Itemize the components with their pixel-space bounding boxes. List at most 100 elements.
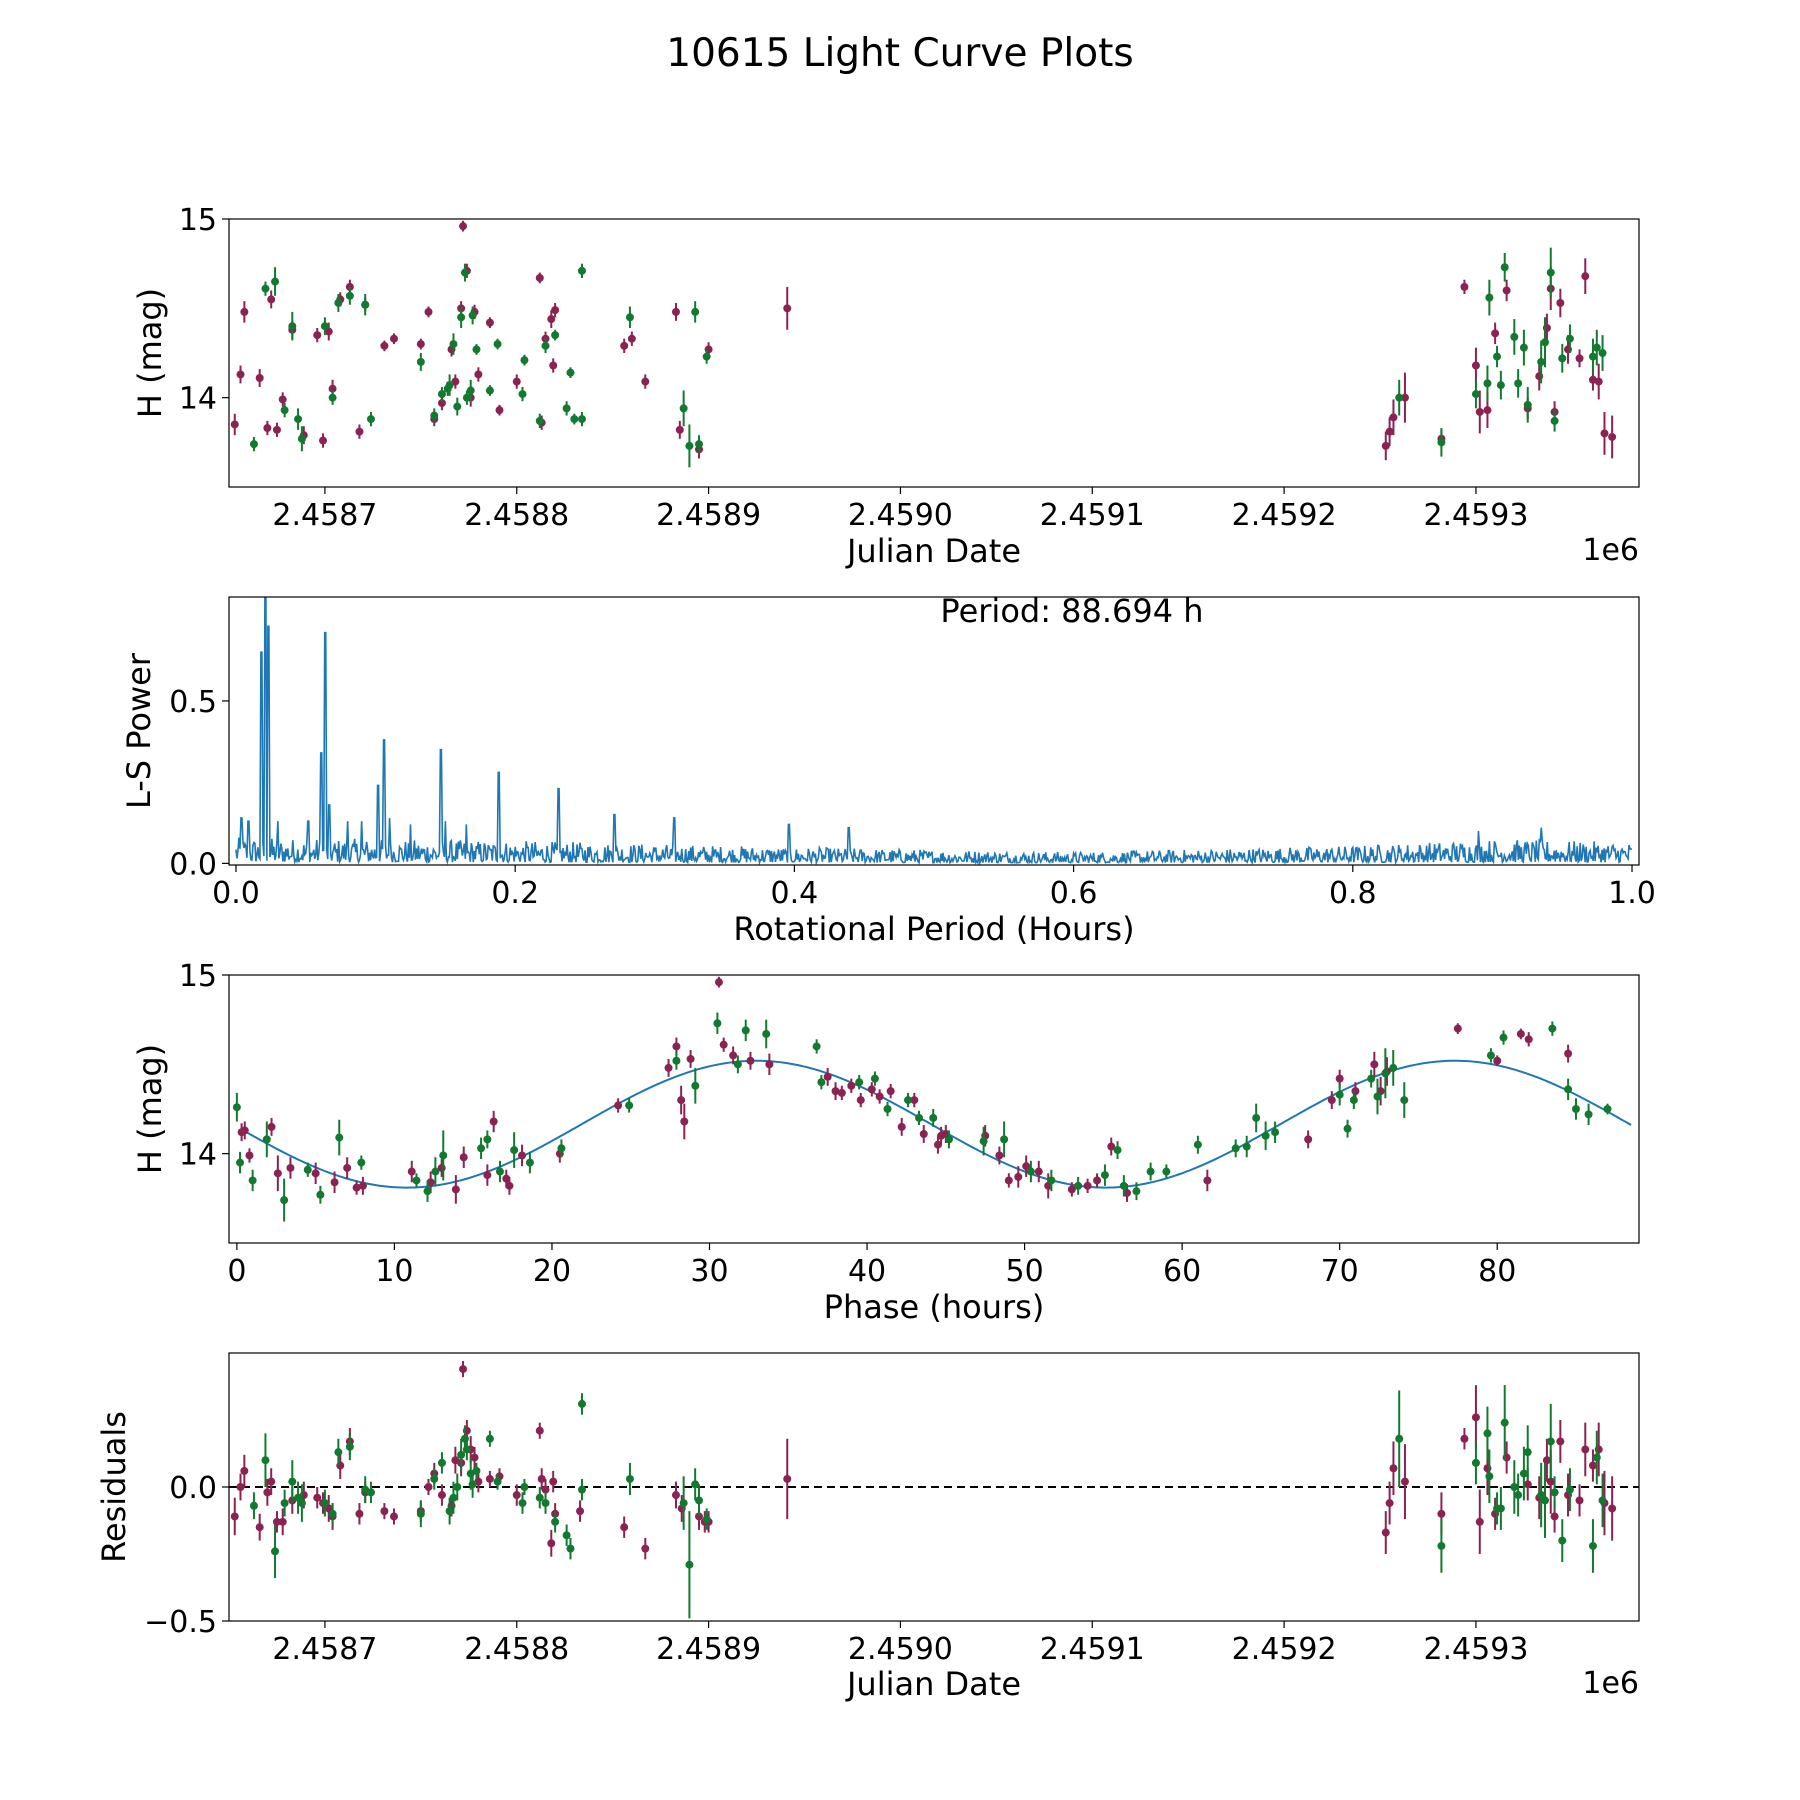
residuals-data-point bbox=[518, 1499, 527, 1508]
lightcurve-data-point bbox=[280, 406, 289, 415]
phased-data-point bbox=[280, 1196, 289, 1205]
periodogram-x-tick-label: 0.6 bbox=[1050, 876, 1098, 911]
phased-data-point bbox=[1453, 1024, 1462, 1033]
lightcurve-data-point bbox=[460, 268, 469, 277]
residuals-data-point bbox=[1598, 1496, 1607, 1505]
residuals-data-point bbox=[355, 1509, 364, 1518]
phased-data-point bbox=[1367, 1074, 1376, 1083]
lightcurve-data-point bbox=[518, 390, 527, 399]
phased-x-tick-label: 80 bbox=[1478, 1254, 1516, 1289]
lightcurve-data-point bbox=[1471, 390, 1480, 399]
lightcurve-data-point bbox=[240, 307, 249, 316]
phased-data-point bbox=[303, 1165, 312, 1174]
phased-data-point bbox=[459, 1153, 468, 1162]
residuals-data-point bbox=[1500, 1418, 1509, 1427]
residuals-data-point bbox=[255, 1523, 264, 1532]
residuals-data-point bbox=[470, 1453, 479, 1462]
residuals-data-point bbox=[1510, 1483, 1519, 1491]
phased-data-point bbox=[672, 1042, 681, 1051]
phased-data-point bbox=[729, 1051, 738, 1060]
phased-data-point bbox=[431, 1167, 440, 1176]
lightcurve-data-point bbox=[620, 341, 629, 350]
lightcurve-data-point bbox=[459, 222, 468, 231]
residuals-data-point bbox=[1471, 1458, 1480, 1467]
lightcurve-data-point bbox=[1475, 407, 1484, 416]
residuals-data-point bbox=[566, 1544, 575, 1553]
phased-x-tick-label: 60 bbox=[1163, 1254, 1201, 1289]
lightcurve-data-point bbox=[1556, 298, 1565, 307]
phased-data-point bbox=[248, 1176, 257, 1185]
residuals-data-point bbox=[416, 1509, 425, 1518]
phased-data-point bbox=[557, 1144, 566, 1153]
lightcurve-data-point bbox=[535, 273, 544, 282]
phased-data-point bbox=[1261, 1131, 1270, 1140]
lightcurve-data-point bbox=[297, 434, 306, 443]
residuals-data-point bbox=[1575, 1496, 1584, 1505]
lightcurve-data-point bbox=[541, 341, 550, 350]
residuals-data-point bbox=[380, 1507, 389, 1516]
lightcurve-data-point bbox=[1537, 357, 1546, 366]
lightcurve-data-point bbox=[1581, 272, 1590, 281]
phased-data-point bbox=[1349, 1096, 1358, 1105]
lightcurve-data-point bbox=[577, 415, 586, 424]
phased-data-point bbox=[1343, 1124, 1352, 1133]
phased-x-tick-label: 70 bbox=[1321, 1254, 1359, 1289]
period-annotation: Period: 88.694 h bbox=[940, 592, 1203, 630]
lightcurve-data-point bbox=[685, 441, 694, 450]
phased-data-point bbox=[358, 1181, 367, 1190]
residuals-data-point bbox=[1514, 1491, 1523, 1500]
lightcurve-data-point bbox=[493, 340, 502, 349]
phased-data-point bbox=[1026, 1167, 1035, 1176]
lightcurve-data-point bbox=[691, 307, 700, 316]
residuals-data-point bbox=[1460, 1434, 1469, 1443]
residuals-panel: 2.4587 2.4588 2.4589 2.4590 2.4591 2.4592 2.45… bbox=[95, 1352, 1640, 1703]
residuals-data-point bbox=[1475, 1517, 1484, 1526]
residuals-x-tick-label: 2.4593 bbox=[1423, 1632, 1528, 1667]
phased-data-point bbox=[1067, 1185, 1076, 1194]
phased-data-point bbox=[477, 1144, 486, 1153]
residuals-data-point bbox=[472, 1466, 481, 1475]
lightcurve-data-point bbox=[389, 334, 398, 343]
lightcurve-data-point bbox=[1519, 343, 1528, 352]
residuals-data-point bbox=[1523, 1448, 1532, 1457]
phased-data-point bbox=[286, 1163, 295, 1172]
phased-data-point bbox=[1132, 1187, 1141, 1196]
phased-data-point bbox=[664, 1063, 673, 1072]
phased-data-point bbox=[267, 1122, 276, 1131]
lightcurve-data-point bbox=[485, 386, 494, 395]
residuals-data-point bbox=[641, 1544, 650, 1553]
lightcurve-data-point bbox=[449, 340, 458, 349]
phased-data-point bbox=[1000, 1135, 1009, 1144]
phased-data-point bbox=[1231, 1144, 1240, 1153]
phased-data-point bbox=[240, 1126, 249, 1135]
phased-data-point bbox=[1203, 1176, 1212, 1185]
lightcurve-data-point bbox=[416, 340, 425, 349]
periodogram-ticks: 0.0 0.2 0.4 0.6 0.8 1.0 0.0 0.5 bbox=[169, 685, 1656, 911]
phased-data-point bbox=[856, 1096, 865, 1105]
phased-data-point bbox=[823, 1072, 832, 1081]
residuals-data-point bbox=[328, 1509, 337, 1518]
lightcurve-data-point bbox=[512, 377, 521, 386]
phased-data-point bbox=[1486, 1051, 1495, 1060]
lightcurve-data-point bbox=[625, 313, 634, 322]
phased-data-point bbox=[495, 1167, 504, 1176]
residuals-data-point bbox=[1519, 1469, 1528, 1478]
phased-data-point bbox=[910, 1096, 919, 1105]
residuals-data-point bbox=[625, 1474, 634, 1483]
phased-data-point bbox=[423, 1187, 432, 1196]
lightcurve-data-point bbox=[520, 356, 529, 365]
residuals-data-point bbox=[577, 1399, 586, 1408]
lightcurve-data-point bbox=[1389, 413, 1398, 422]
residuals-data-point bbox=[288, 1477, 297, 1486]
phased-data-point bbox=[1113, 1146, 1122, 1155]
phased-data-point bbox=[1004, 1176, 1013, 1185]
residuals-data-point bbox=[541, 1499, 550, 1508]
lightcurve-x-offset-label: 1e6 bbox=[1582, 533, 1639, 568]
phased-data-point bbox=[1584, 1110, 1593, 1119]
lightcurve-data-point bbox=[430, 411, 439, 420]
lightcurve-x-tick-label: 2.4589 bbox=[656, 498, 761, 533]
lightcurve-data-point bbox=[361, 300, 370, 309]
phased-data-point bbox=[944, 1135, 953, 1144]
phased-x-tick-label: 10 bbox=[375, 1254, 413, 1289]
